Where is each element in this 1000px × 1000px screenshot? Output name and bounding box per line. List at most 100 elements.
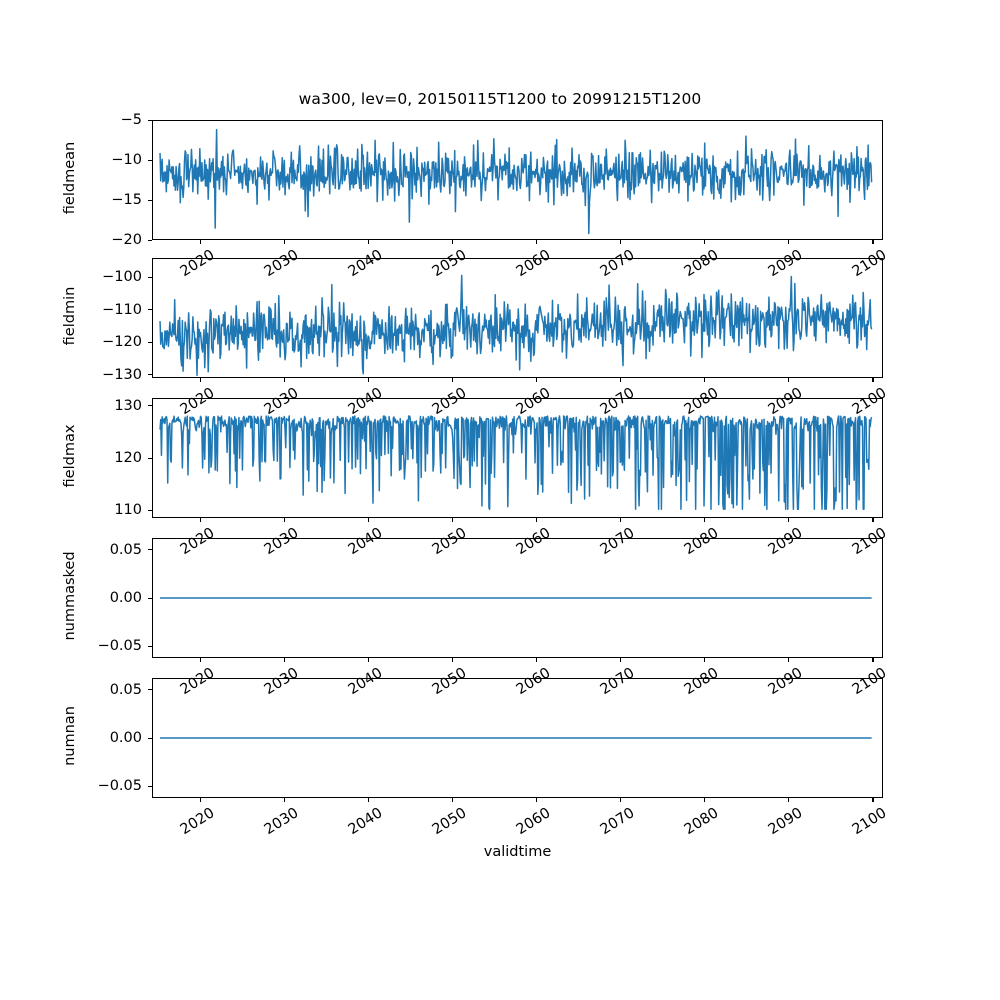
- y-tick-mark: [148, 341, 152, 343]
- plot-panel-fieldmin: [152, 258, 883, 378]
- series-canvas-fieldmean: [153, 121, 882, 239]
- x-tick-mark: [788, 518, 790, 522]
- x-tick-label: 2030: [261, 805, 302, 839]
- x-tick-mark: [788, 798, 790, 802]
- x-tick-label: 2060: [513, 805, 554, 839]
- x-tick-mark: [284, 658, 286, 662]
- x-tick-mark: [788, 378, 790, 382]
- y-tick-label: 0.05: [109, 541, 142, 558]
- y-tick-mark: [148, 239, 152, 241]
- x-tick-mark: [620, 798, 622, 802]
- x-tick-mark: [536, 798, 538, 802]
- x-tick-mark: [200, 240, 202, 244]
- x-tick-mark: [872, 518, 874, 522]
- x-tick-mark: [788, 240, 790, 244]
- series-line-fieldmean: [160, 130, 872, 234]
- x-tick-mark: [368, 518, 370, 522]
- x-tick-mark: [788, 658, 790, 662]
- y-axis-label-fieldmax: fieldmax: [62, 424, 78, 488]
- x-tick-mark: [452, 378, 454, 382]
- y-tick-label: 130: [114, 397, 142, 414]
- y-tick-label: −5: [120, 112, 142, 128]
- y-tick-mark: [148, 276, 152, 279]
- x-tick-label: 2070: [597, 805, 638, 839]
- y-tick-label: −15: [111, 192, 142, 208]
- x-axis-label: validtime: [483, 844, 552, 860]
- series-canvas-numnan: [153, 679, 882, 797]
- plot-panel-fieldmax: [152, 398, 883, 518]
- series-line-fieldmin: [160, 275, 872, 375]
- x-tick-mark: [200, 518, 202, 522]
- x-tick-label: 2040: [345, 805, 386, 839]
- y-tick-label: 0.00: [109, 590, 142, 606]
- series-canvas-nummasked: [153, 539, 882, 657]
- x-tick-mark: [704, 658, 706, 662]
- x-tick-mark: [368, 240, 370, 244]
- x-tick-mark: [284, 378, 286, 382]
- figure-title: wa300, lev=0, 20150115T1200 to 20991215T…: [298, 90, 702, 108]
- y-tick-label: 0.00: [109, 730, 142, 746]
- x-tick-mark: [536, 658, 538, 662]
- x-tick-mark: [200, 378, 202, 382]
- plot-panel-numnan: [152, 678, 883, 798]
- x-tick-mark: [452, 798, 454, 802]
- x-tick-mark: [704, 518, 706, 522]
- y-tick-label: −120: [102, 334, 142, 351]
- y-axis-label-nummasked: nummasked: [62, 551, 78, 641]
- y-tick-mark: [148, 645, 152, 647]
- x-tick-mark: [620, 658, 622, 662]
- x-tick-mark: [704, 798, 706, 802]
- x-tick-mark: [620, 518, 622, 522]
- x-tick-mark: [536, 518, 538, 522]
- x-tick-mark: [536, 378, 538, 382]
- x-tick-mark: [872, 378, 874, 382]
- x-tick-label: 2020: [177, 805, 218, 839]
- series-canvas-fieldmax: [153, 399, 882, 517]
- x-tick-mark: [284, 518, 286, 522]
- x-tick-mark: [872, 798, 874, 802]
- y-axis-label-fieldmin: fieldmin: [62, 286, 78, 346]
- x-tick-mark: [704, 378, 706, 382]
- x-tick-mark: [620, 240, 622, 244]
- y-tick-mark: [148, 405, 152, 407]
- y-tick-mark: [148, 159, 152, 161]
- y-tick-label: 0.05: [109, 681, 142, 698]
- x-tick-label: 2050: [429, 805, 470, 839]
- x-tick-mark: [704, 240, 706, 244]
- y-tick-mark: [148, 737, 152, 739]
- y-tick-label: 120: [114, 450, 142, 466]
- plot-panel-fieldmean: [152, 120, 883, 240]
- x-tick-mark: [536, 240, 538, 244]
- y-tick-mark: [148, 309, 152, 311]
- y-tick-label: 110: [114, 502, 142, 519]
- x-tick-mark: [284, 240, 286, 244]
- y-axis-label-numnan: numnan: [62, 706, 78, 766]
- y-tick-label: −0.05: [97, 638, 142, 655]
- x-tick-label: 2090: [765, 805, 806, 839]
- y-tick-label: −110: [102, 301, 142, 318]
- x-tick-mark: [368, 658, 370, 662]
- y-tick-mark: [148, 374, 152, 376]
- x-tick-mark: [368, 798, 370, 802]
- x-tick-mark: [368, 378, 370, 382]
- y-tick-label: −10: [111, 152, 142, 168]
- x-tick-mark: [872, 240, 874, 244]
- series-line-fieldmax: [160, 416, 872, 509]
- plot-panel-nummasked: [152, 538, 883, 658]
- y-tick-mark: [148, 199, 152, 201]
- x-tick-mark: [284, 798, 286, 802]
- x-tick-mark: [200, 798, 202, 802]
- y-tick-label: −20: [111, 232, 142, 248]
- y-axis-label-fieldmean: fieldmean: [62, 141, 78, 215]
- x-tick-mark: [452, 518, 454, 522]
- y-tick-mark: [148, 457, 152, 459]
- y-tick-mark: [148, 509, 152, 511]
- y-tick-label: −130: [102, 366, 142, 383]
- y-tick-mark: [148, 689, 152, 691]
- x-tick-mark: [872, 658, 874, 662]
- y-tick-label: −0.05: [97, 778, 142, 795]
- x-tick-mark: [620, 378, 622, 382]
- y-tick-mark: [148, 119, 152, 121]
- x-tick-mark: [452, 240, 454, 244]
